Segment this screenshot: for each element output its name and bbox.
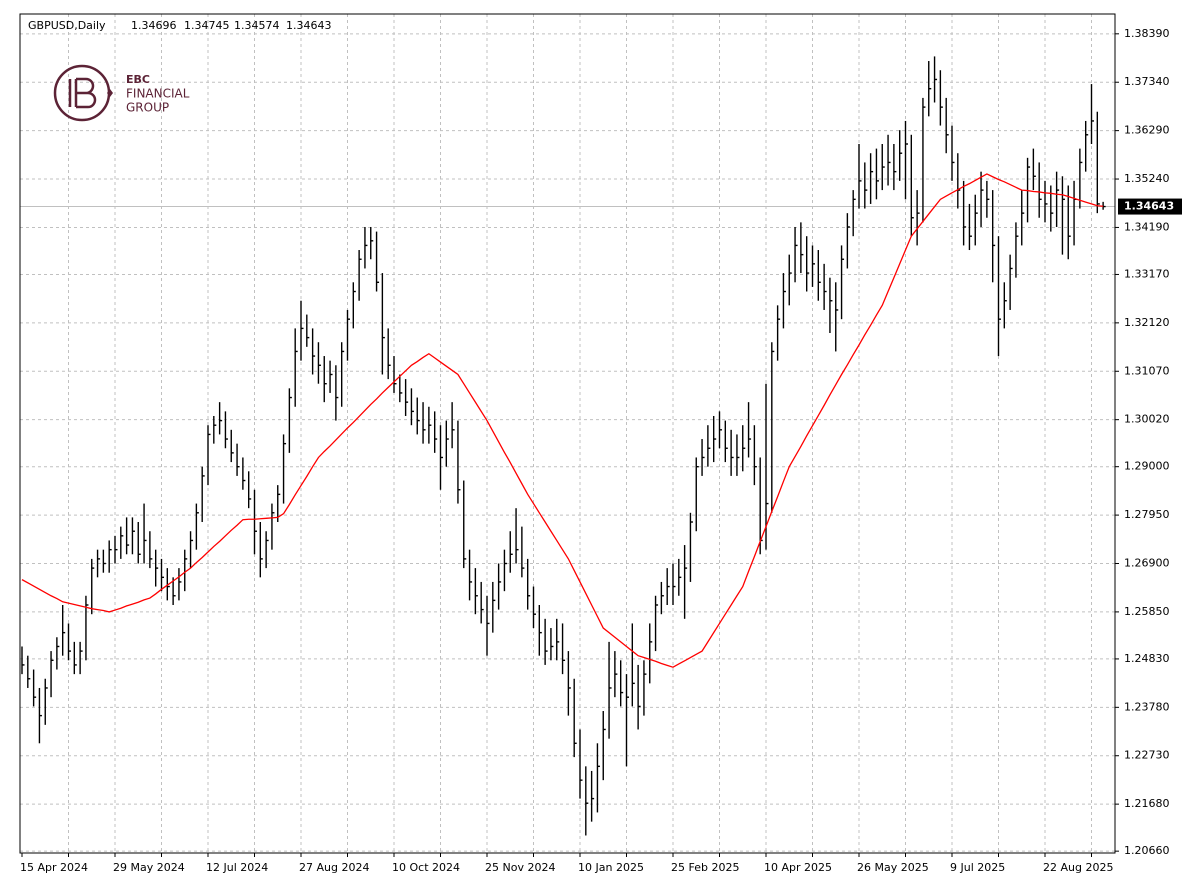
current-price-box: [1118, 198, 1182, 215]
y-tick-label: 1.20660: [1124, 844, 1170, 857]
y-tick-label: 1.25850: [1124, 605, 1170, 618]
logo: EBC FINANCIAL GROUP: [53, 64, 190, 122]
axes: 1.38390 1.37340 1.36290 1.35240 1.34190 1.331…: [20, 27, 1182, 874]
chart-title: GBPUSD,Daily: [28, 19, 106, 32]
y-tick-label: 1.34190: [1124, 220, 1170, 233]
y-tick-label: 1.33170: [1124, 267, 1170, 280]
y-tick-label: 1.38390: [1124, 27, 1170, 40]
x-tick-label: 22 Aug 2025: [1043, 861, 1113, 874]
y-tick-label: 1.36290: [1124, 124, 1170, 137]
y-tick-label: 1.21680: [1124, 797, 1170, 810]
x-tick-label: 29 May 2024: [113, 861, 185, 874]
y-tick-label: 1.32120: [1124, 316, 1170, 329]
x-tick-label: 15 Apr 2024: [20, 861, 88, 874]
y-tick-label: 1.31070: [1124, 364, 1170, 377]
x-tick-label: 26 May 2025: [857, 861, 929, 874]
y-tick-label: 1.22730: [1124, 749, 1170, 762]
quote-open: 1.34696: [131, 19, 177, 32]
y-tick-label: 1.24830: [1124, 652, 1170, 665]
y-tick-label: 1.29000: [1124, 460, 1170, 473]
x-tick-label: 10 Jan 2025: [578, 861, 644, 874]
logo-mark: EBC: [126, 73, 150, 86]
y-tick-label: 1.30020: [1124, 413, 1170, 426]
x-tick-label: 9 Jul 2025: [950, 861, 1005, 874]
x-tick-label: 10 Oct 2024: [392, 861, 460, 874]
plot-frame: [19, 13, 1116, 854]
logo-dot: [107, 89, 113, 97]
logo-line1: FINANCIAL: [126, 87, 190, 101]
y-tick-label: 1.37340: [1124, 75, 1170, 88]
moving-average: [21, 173, 1104, 668]
x-tick-label: 25 Feb 2025: [671, 861, 739, 874]
x-tick-label: 10 Apr 2025: [764, 861, 832, 874]
logo-line2: GROUP: [126, 101, 169, 115]
quote-low: 1.34574: [234, 19, 280, 32]
x-tick-label: 25 Nov 2024: [485, 861, 555, 874]
plot: [20, 56, 1115, 836]
quote-high: 1.34745: [184, 19, 230, 32]
y-tick-label: 1.23780: [1124, 700, 1170, 713]
logo-glyph: [68, 77, 97, 109]
y-tick-label: 1.26900: [1124, 556, 1170, 569]
y-tick-label: 1.35240: [1124, 172, 1170, 185]
x-tick-label: 12 Jul 2024: [206, 861, 268, 874]
y-tick-label: 1.27950: [1124, 508, 1170, 521]
x-tick-label: 27 Aug 2024: [299, 861, 369, 874]
quote-close: 1.34643: [286, 19, 332, 32]
current-price-label: 1.34643: [1124, 200, 1174, 213]
